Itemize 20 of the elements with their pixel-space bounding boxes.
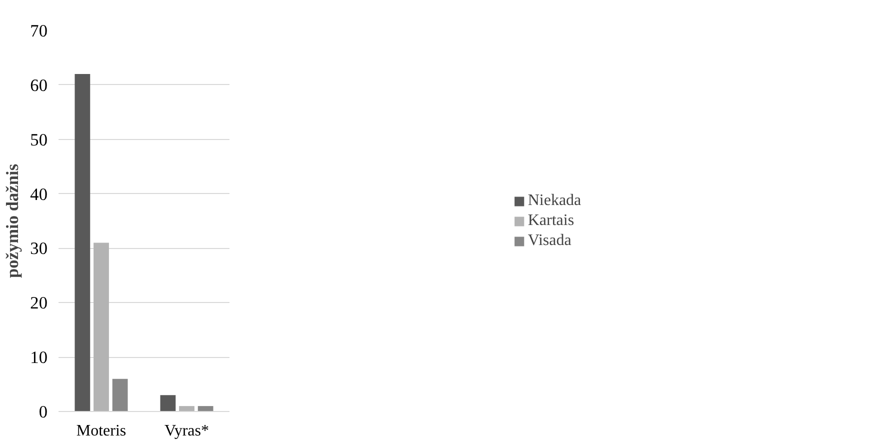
x-tick-label: Moteris	[76, 422, 126, 440]
bar	[74, 74, 90, 412]
y-tick-label: 60	[30, 76, 48, 95]
bar	[112, 378, 128, 412]
y-tick-label: 50	[30, 130, 48, 150]
bar	[94, 242, 109, 412]
y-tick-label: 20	[30, 294, 48, 313]
y-axis-title: požymio dažnis	[3, 164, 22, 278]
legend-label: Kartais	[528, 212, 574, 230]
bar	[198, 406, 214, 412]
legend-label: Niekada	[528, 192, 582, 210]
y-tick-label: 0	[38, 402, 48, 422]
y-tick-label: 10	[30, 348, 48, 368]
y-tick-label: 40	[30, 184, 48, 204]
bar	[160, 395, 176, 412]
bar	[179, 406, 194, 412]
y-tick-label: 70	[30, 22, 48, 40]
y-tick-label: 30	[30, 239, 48, 258]
legend-label: Visada	[528, 232, 572, 250]
x-tick-label: Vyras*	[164, 422, 209, 440]
